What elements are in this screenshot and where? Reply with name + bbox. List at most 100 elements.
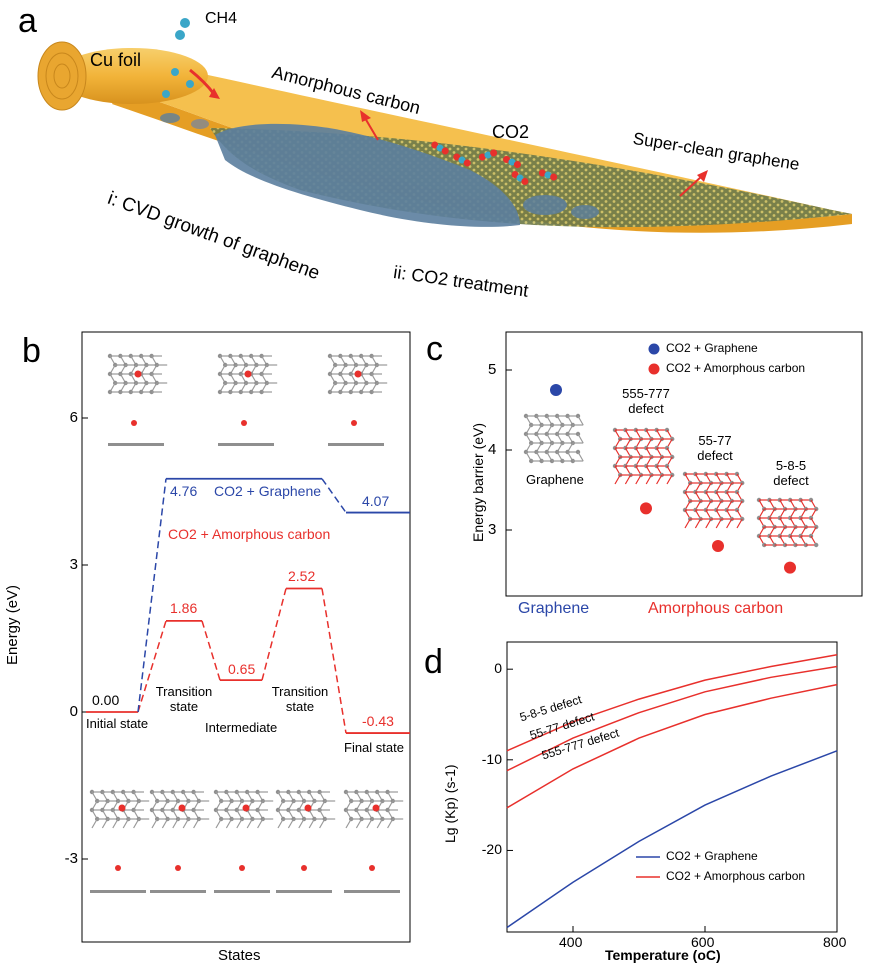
- b-top-structure: [217, 353, 278, 395]
- oxygen-atom: [244, 370, 252, 378]
- side-view: [218, 443, 274, 446]
- b-ytick-label: 3: [69, 556, 78, 573]
- co2-label: CO2: [492, 122, 530, 142]
- b-state-final: Final state: [344, 740, 404, 755]
- rate-constant-chart: [506, 641, 838, 933]
- b-value-gr-ts: 4.76: [170, 482, 198, 499]
- c-point-amorphous: [712, 540, 724, 552]
- c-ylabel: Energy barrier (eV): [470, 422, 486, 542]
- c-ytick-label: 3: [488, 521, 497, 538]
- b-value-am-int: 0.65: [228, 661, 256, 678]
- co2-side: [175, 865, 181, 871]
- side-view: [328, 443, 384, 446]
- c-struct-graphene: Graphene: [526, 472, 584, 487]
- structures: [523, 413, 819, 548]
- ch4-molecules: [162, 18, 194, 98]
- c-struct-585: 5-8-5 defect: [773, 458, 809, 488]
- oxygen-atom: [178, 804, 186, 812]
- b-value-initial: 0.00: [92, 692, 120, 708]
- co2-side: [241, 420, 247, 426]
- oxygen-atom: [354, 370, 362, 378]
- b-bottom-structure: [275, 789, 336, 829]
- panel-a: a: [0, 0, 893, 318]
- b-value-am-ts2: 2.52: [288, 567, 316, 584]
- cu-foil-label: Cu foil: [90, 50, 142, 70]
- b-top-structure: [327, 353, 388, 395]
- d-ytick-label: -10: [481, 750, 502, 767]
- panel-a-letter: a: [18, 2, 37, 40]
- d-curve-amorphous: [506, 683, 838, 809]
- d-ylabel: Lg (Kp) (s-1): [442, 764, 458, 843]
- c-555777-structure: [612, 427, 675, 485]
- y-ticks: [506, 369, 512, 531]
- c-struct-555777: 555-777 defect: [622, 386, 670, 416]
- side-view: [276, 890, 332, 893]
- d-xlabel: Temperature (oC): [605, 947, 721, 963]
- co2-side: [369, 865, 375, 871]
- d-curve-amorphous: [506, 665, 838, 772]
- c-struct-5577: 55-77 defect: [697, 433, 733, 463]
- cu-roll-end: [37, 41, 87, 111]
- panel-b-letter: b: [22, 332, 41, 370]
- b-amorphous-connector: [137, 620, 167, 713]
- b-ytick-label: 0: [69, 703, 78, 720]
- oxygen-atom: [134, 370, 142, 378]
- plot-frame: [505, 331, 863, 597]
- c-ytick-label: 5: [488, 361, 497, 378]
- b-value-am-final: -0.43: [362, 713, 394, 730]
- co2-side: [131, 420, 137, 426]
- amorphous-patch: [215, 123, 520, 227]
- plot-frame: [81, 331, 411, 943]
- d-curve-amorphous: [506, 653, 838, 752]
- c-group-amorphous: Amorphous carbon: [648, 600, 784, 617]
- legend-marker-graphene: [648, 343, 660, 355]
- ch4-label: CH4: [205, 10, 238, 27]
- co2-side: [301, 865, 307, 871]
- plot-frame: [506, 641, 838, 933]
- c-point-amorphous: [640, 502, 652, 515]
- b-amorphous-connector: [261, 588, 287, 681]
- b-value-am-ts1: 1.86: [170, 599, 198, 616]
- energy-profile-chart: [81, 331, 411, 943]
- d-ytick-label: 0: [494, 660, 502, 677]
- side-view: [90, 890, 146, 893]
- side-view: [214, 890, 270, 893]
- super-clean-arrow: [679, 175, 703, 197]
- c-legend-graphene: CO2 + Graphene: [666, 341, 758, 355]
- c-group-graphene: Graphene: [518, 600, 590, 617]
- d-xtick-label: 400: [559, 934, 583, 950]
- d-xtick-label: 600: [691, 934, 715, 950]
- b-state-ts1: Transition state: [155, 684, 213, 714]
- panel-c: c Energy barrier (eV) CO2 + Graphene CO2…: [426, 320, 893, 620]
- panel-d-letter: d: [424, 643, 443, 681]
- panel-c-letter: c: [426, 330, 443, 368]
- oxygen-atom: [118, 804, 126, 812]
- co2-side: [115, 865, 121, 871]
- series-lines: [86, 477, 410, 734]
- oxygen-atom: [372, 804, 380, 812]
- side-view: [344, 890, 400, 893]
- b-top-structure: [107, 353, 168, 395]
- cu-roll-body: [56, 48, 208, 104]
- oxygen-atom: [242, 804, 250, 812]
- c-ytick-label: 4: [488, 441, 497, 458]
- d-xtick-label: 800: [823, 934, 847, 950]
- c-graphene-structure: [523, 413, 584, 464]
- b-graphene-connector: [137, 478, 167, 713]
- d-ytick-label: -20: [481, 841, 502, 858]
- amorphous-arrow: [364, 117, 379, 141]
- c-point-amorphous: [784, 561, 796, 574]
- b-bottom-structure: [149, 789, 210, 829]
- co2-molecules: [431, 141, 558, 185]
- b-bottom-structure: [89, 789, 150, 829]
- b-series-label-amorphous: CO2 + Amorphous carbon: [168, 525, 331, 542]
- c-legend-amorphous: CO2 + Amorphous carbon: [666, 361, 806, 375]
- b-graphene-connector: [321, 478, 347, 514]
- panel-b: b Energy (eV) States 6 3 0 -3 0.00 4.76 4.07 1.…: [0, 320, 430, 969]
- b-amorphous-connector: [321, 588, 347, 734]
- cvd-schematic: [37, 18, 852, 233]
- b-value-gr-final: 4.07: [362, 492, 390, 509]
- co2-side: [239, 865, 245, 871]
- series-lines: [506, 653, 838, 929]
- b-ytick-label: -3: [64, 850, 78, 867]
